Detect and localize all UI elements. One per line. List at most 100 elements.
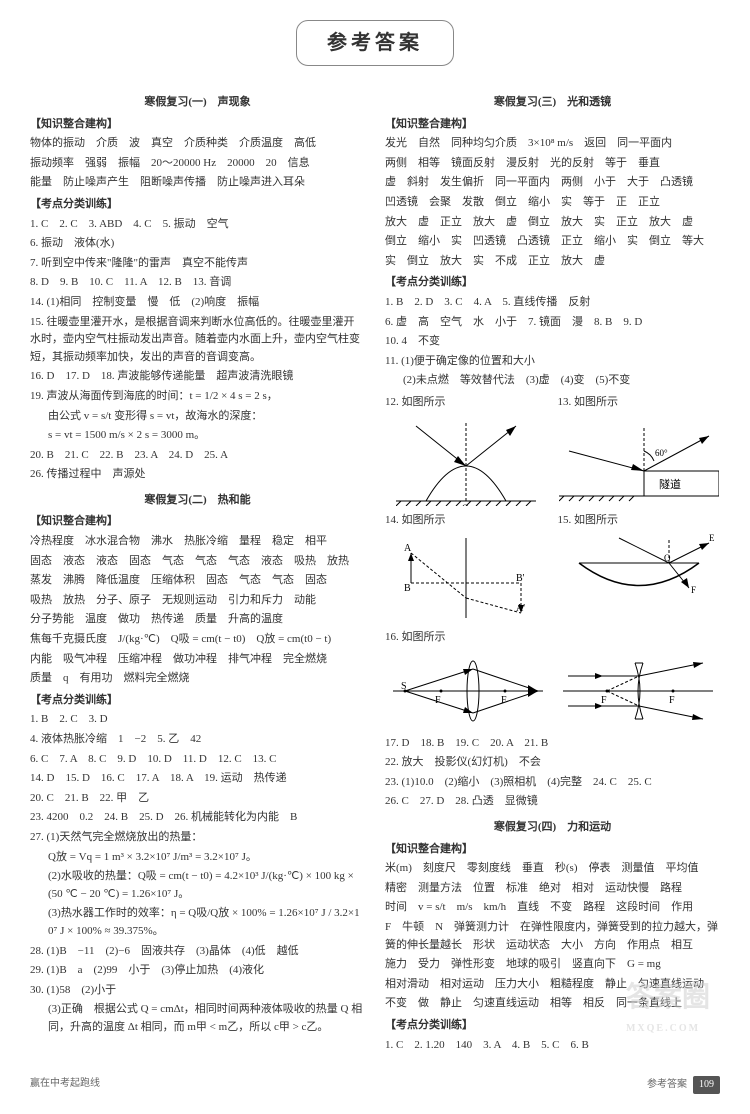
- text: 施力 受力 弹性形变 地球的吸引 竖直向下 G = mg: [385, 956, 720, 974]
- content-columns: 寒假复习(一) 声现象 【知识整合建构】 物体的振动 介质 波 真空 介质种类 …: [30, 86, 720, 1056]
- text: Q放 = Vq = 1 m³ × 3.2×10⁷ J/m³ = 3.2×10⁷ …: [30, 849, 365, 867]
- text: 不变 做 静止 匀速直线运动 相等 相反 同一条直线上: [385, 995, 720, 1013]
- text: 米(m) 刻度尺 零刻度线 垂直 秒(s) 停表 测量值 平均值: [385, 860, 720, 878]
- text: 相对滑动 相对运动 压力大小 粗糙程度 静止 匀速直线运动: [385, 976, 720, 994]
- text: 放大 虚 正立 放大 虚 倒立 放大 实 正立 放大 虚: [385, 214, 720, 232]
- sec1-h2: 【考点分类训练】: [30, 196, 365, 214]
- sec1-title: 寒假复习(一) 声现象: [30, 94, 365, 112]
- svg-text:O: O: [462, 503, 469, 506]
- text: 内能 吸气冲程 压缩冲程 做功冲程 排气冲程 完全燃烧: [30, 651, 365, 669]
- text: 20. B 21. C 22. B 23. A 24. D 25. A: [30, 447, 365, 465]
- text: 精密 测量方法 位置 标准 绝对 相对 运动快慢 路程: [385, 880, 720, 898]
- footer: 赢在中考起跑线 参考答案 109: [30, 1076, 720, 1094]
- svg-text:F: F: [691, 585, 696, 595]
- text: 16. D 17. D 18. 声波能够传递能量 超声波清洗眼镜: [30, 368, 365, 386]
- text: 22. 放大 投影仪(幻灯机) 不会: [385, 754, 720, 772]
- text: 30. (1)58 (2)小于: [30, 982, 365, 1000]
- text: 19. 声波从海面传到海底的时间：t = 1/2 × 4 s = 2 s，: [30, 388, 365, 406]
- text: 6. C 7. A 8. C 9. D 10. D 11. D 12. C 13…: [30, 751, 365, 769]
- text: 蒸发 沸腾 降低温度 压缩体积 固态 气态 气态 固态: [30, 572, 365, 590]
- text: 倒立 缩小 实 凹透镜 凸透镜 正立 缩小 实 倒立 等大: [385, 233, 720, 251]
- text: 固态 液态 液态 固态 气态 气态 气态 液态 吸热 放热: [30, 553, 365, 571]
- sec3-h1: 【知识整合建构】: [385, 116, 720, 134]
- text: 发光 自然 同种均匀介质 3×10⁸ m/s 返回 同一平面内: [385, 135, 720, 153]
- text: s = vt = 1500 m/s × 2 s = 3000 m。: [30, 427, 365, 445]
- text: (2)水吸收的热量：Q吸 = cm(t − t0) = 4.2×10³ J/(k…: [30, 868, 365, 903]
- text: 23. 4200 0.2 24. B 25. D 26. 机械能转化为内能 B: [30, 809, 365, 827]
- text: 时间 v = s/t m/s km/h 直线 不变 路程 这段时间 作用: [385, 899, 720, 917]
- fig16-diagram: S F F F F: [393, 651, 713, 731]
- svg-text:F: F: [501, 695, 507, 706]
- sec2-title: 寒假复习(二) 热和能: [30, 492, 365, 510]
- sec4-title: 寒假复习(四) 力和运动: [385, 819, 720, 837]
- fig16-caption: 16. 如图所示: [385, 629, 720, 647]
- text: 28. (1)B −11 (2)−6 固液共存 (3)晶体 (4)低 越低: [30, 943, 365, 961]
- text: 11. (1)便于确定像的位置和大小: [385, 353, 720, 371]
- fig-row-14-15: 14. 如图所示 A B A' B' 15: [385, 510, 720, 628]
- fig13-caption: 13. 如图所示: [558, 394, 721, 412]
- text: 两侧 相等 镜面反射 漫反射 光的反射 等于 垂直: [385, 155, 720, 173]
- sec1-h1: 【知识整合建构】: [30, 116, 365, 134]
- page-title-box: 参考答案: [30, 20, 720, 66]
- footer-left: 赢在中考起跑线: [30, 1076, 100, 1094]
- fig13-tunnel-label: 隧道: [659, 477, 681, 491]
- text: 6. 振动 液体(水): [30, 235, 365, 253]
- svg-text:F: F: [601, 695, 607, 706]
- text: 凹透镜 会聚 发散 倒立 缩小 实 等于 正 正立: [385, 194, 720, 212]
- text: 17. D 18. B 19. C 20. A 21. B: [385, 735, 720, 753]
- text: 10. 4 不变: [385, 333, 720, 351]
- text: 物体的振动 介质 波 真空 介质种类 介质温度 高低: [30, 135, 365, 153]
- text: 虚 斜射 发生偏折 同一平面内 两侧 小于 大于 凸透镜: [385, 174, 720, 192]
- footer-right-label: 参考答案: [647, 1077, 687, 1093]
- text: 7. 听到空中传来"隆隆"的雷声 真空不能传声: [30, 255, 365, 273]
- text: 15. 往暖壶里灌开水，是根据音调来判断水位高低的。往暖壶里灌开水时，壶内空气柱…: [30, 314, 365, 367]
- text: 振动频率 强弱 振幅 20～20000 Hz 20000 20 信息: [30, 155, 365, 173]
- text: 由公式 v = s/t 变形得 s = vt，故海水的深度：: [30, 408, 365, 426]
- text: (3)正确 根据公式 Q = cmΔt，相同时间两种液体吸收的热量 Q 相同，升…: [30, 1001, 365, 1036]
- text: (3)热水器工作时的效率：η = Q吸/Q放 × 100% = 1.26×10⁷…: [30, 905, 365, 940]
- fig14-diagram: A B A' B': [396, 533, 536, 623]
- page-title: 参考答案: [296, 20, 454, 66]
- sec2-h2: 【考点分类训练】: [30, 692, 365, 710]
- text: 焦每千克摄氏度 J/(kg·℃) Q吸 = cm(t − t0) Q放 = cm…: [30, 631, 365, 649]
- text: 吸热 放热 分子、原子 无规则运动 引力和斥力 动能: [30, 592, 365, 610]
- text: 实 倒立 放大 实 不成 正立 放大 虚: [385, 253, 720, 271]
- sec4-h1: 【知识整合建构】: [385, 841, 720, 859]
- fig14-caption: 14. 如图所示: [385, 512, 548, 530]
- text: 4. 液体热胀冷缩 1 −2 5. 乙 42: [30, 731, 365, 749]
- svg-text:F: F: [669, 695, 675, 706]
- fig15-caption: 15. 如图所示: [558, 512, 721, 530]
- sec4-h2: 【考点分类训练】: [385, 1017, 720, 1035]
- fig13-diagram: 隧道 60°: [559, 416, 719, 506]
- text: 1. B 2. D 3. C 4. A 5. 直线传播 反射: [385, 294, 720, 312]
- text: F 牛顿 N 弹簧测力计 在弹性限度内，弹簧受到的拉力越大，弹簧的伸长量越长 形…: [385, 919, 720, 954]
- text: 14. D 15. D 16. C 17. A 18. A 19. 运动 热传递: [30, 770, 365, 788]
- fig12-caption: 12. 如图所示: [385, 394, 548, 412]
- fig-row-12-13: 12. 如图所示 O 13. 如图所示: [385, 392, 720, 510]
- text: 能量 防止噪声产生 阻断噪声传播 防止噪声进入耳朵: [30, 174, 365, 192]
- fig15-diagram: O E F: [559, 533, 719, 613]
- svg-text:B': B': [516, 573, 525, 584]
- text: 23. (1)10.0 (2)缩小 (3)照相机 (4)完整 24. C 25.…: [385, 774, 720, 792]
- text: 1. B 2. C 3. D: [30, 711, 365, 729]
- fig12-diagram: O: [396, 416, 536, 506]
- text: 质量 q 有用功 燃料完全燃烧: [30, 670, 365, 688]
- text: 6. 虚 高 空气 水 小于 7. 镜面 漫 8. B 9. D: [385, 314, 720, 332]
- text: 29. (1)B a (2)99 小于 (3)停止加热 (4)液化: [30, 962, 365, 980]
- svg-text:B: B: [404, 583, 411, 594]
- text: 27. (1)天然气完全燃烧放出的热量：: [30, 829, 365, 847]
- left-column: 寒假复习(一) 声现象 【知识整合建构】 物体的振动 介质 波 真空 介质种类 …: [30, 86, 365, 1056]
- sec2-h1: 【知识整合建构】: [30, 513, 365, 531]
- text: 分子势能 温度 做功 热传递 质量 升高的温度: [30, 611, 365, 629]
- text: 26. 传播过程中 声源处: [30, 466, 365, 484]
- svg-text:E: E: [709, 533, 715, 543]
- right-column: 寒假复习(三) 光和透镜 【知识整合建构】 发光 自然 同种均匀介质 3×10⁸…: [385, 86, 720, 1056]
- text: 20. C 21. B 22. 甲 乙: [30, 790, 365, 808]
- text: 26. C 27. D 28. 凸透 显微镜: [385, 793, 720, 811]
- text: 8. D 9. B 10. C 11. A 12. B 13. 音调: [30, 274, 365, 292]
- sec3-h2: 【考点分类训练】: [385, 274, 720, 292]
- text: (2)未点燃 等效替代法 (3)虚 (4)变 (5)不变: [385, 372, 720, 390]
- text: 冷热程度 冰水混合物 沸水 热胀冷缩 量程 稳定 相平: [30, 533, 365, 551]
- fig13-angle: 60°: [655, 448, 668, 458]
- text: 1. C 2. 1.20 140 3. A 4. B 5. C 6. B: [385, 1037, 720, 1055]
